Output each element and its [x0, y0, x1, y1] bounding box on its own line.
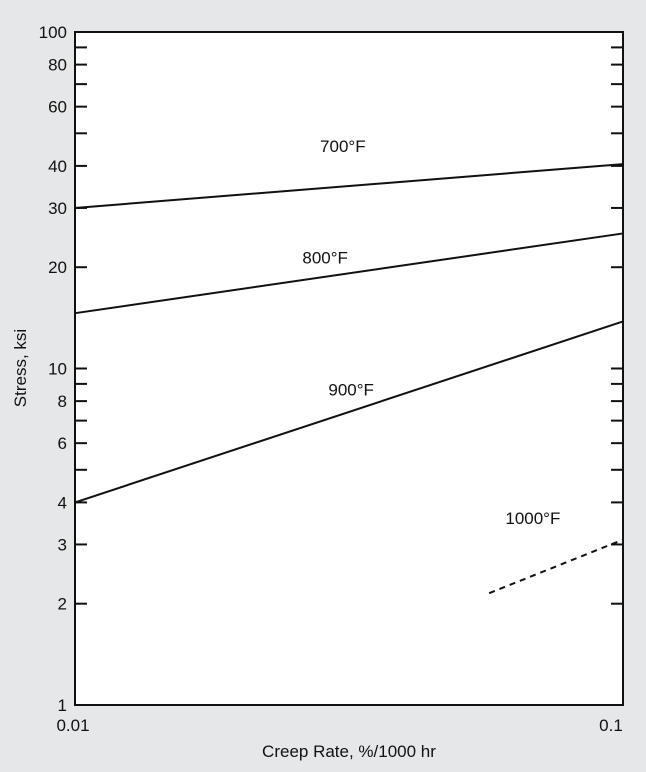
- x-tick-label: 0.01: [56, 716, 89, 735]
- series-line-800f: [74, 232, 624, 315]
- y-tick-label: 20: [48, 258, 67, 277]
- series-line-700f: [74, 163, 624, 209]
- y-tick-label: 40: [48, 157, 67, 176]
- series-label-800f: 800°F: [302, 249, 348, 268]
- y-tick-label: 10: [48, 360, 67, 379]
- series-line-1000f: [488, 538, 624, 595]
- plot-area: [74, 31, 624, 706]
- y-tick-label: 80: [48, 56, 67, 75]
- x-tick-label: 0.1: [599, 716, 623, 735]
- series-label-1000f: 1000°F: [505, 509, 560, 528]
- series-label-900f: 900°F: [328, 381, 374, 400]
- x-axis-ticks: 0.01 0.1: [56, 716, 622, 735]
- series-lines: [74, 163, 624, 595]
- x-axis-title: Creep Rate, %/1000 hr: [262, 742, 436, 761]
- y-tick-label: 60: [48, 98, 67, 117]
- y-tick-label: 6: [58, 434, 67, 453]
- series-line-900f: [74, 320, 624, 504]
- y-tick-label: 100: [39, 23, 67, 42]
- series-label-700f: 700°F: [320, 137, 366, 156]
- y-tick-label: 8: [58, 392, 67, 411]
- y-tick-label: 30: [48, 199, 67, 218]
- y-tick-label: 4: [58, 493, 67, 512]
- y-axis-title: Stress, ksi: [11, 329, 30, 407]
- y-tick-label: 1: [58, 696, 67, 715]
- y-tick-label: 2: [58, 595, 67, 614]
- y-tick-label: 3: [58, 535, 67, 554]
- y-axis-ticks: 1 2 3 4 6 8 10 20 30 40 60 80 100: [39, 23, 623, 715]
- series-labels: 700°F 800°F 900°F 1000°F: [302, 137, 560, 528]
